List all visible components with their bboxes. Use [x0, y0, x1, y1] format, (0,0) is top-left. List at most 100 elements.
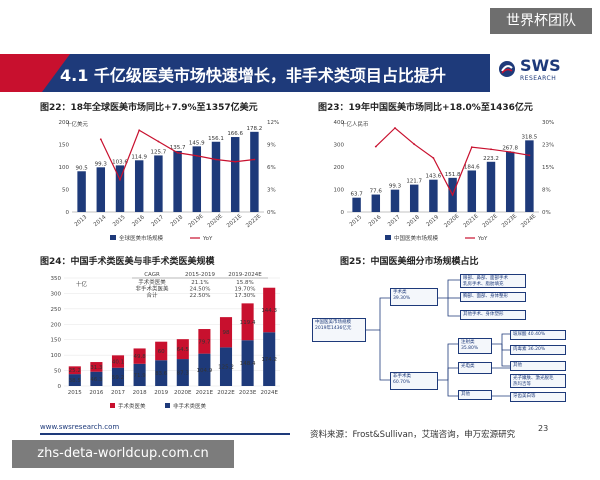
y2-tick-label: 15% — [542, 165, 554, 171]
bar-data-label: 151.8 — [445, 172, 461, 178]
cagr-cell: 19.70% — [235, 287, 256, 293]
bar — [486, 161, 496, 212]
bar-data-label: 143.6 — [426, 174, 442, 180]
bar-data-label: 178.2 — [247, 126, 263, 132]
y-tick-label: 0 — [341, 210, 345, 216]
y2-tick-label: 12% — [267, 120, 279, 126]
y2-tick-label: 8% — [542, 188, 551, 194]
bar — [429, 179, 438, 212]
fig23-chart: 十亿人民币 0 0% 100 8% 200 15% 300 23% 400 30% 63.7 2015 7… — [334, 120, 555, 242]
tree-photoelectric: 光电类 — [458, 362, 492, 374]
x-tick-label: 2013 — [74, 214, 89, 228]
x-tick-label: 2024E — [260, 390, 278, 396]
bar — [409, 184, 419, 212]
footer-divider — [40, 433, 290, 435]
bar-nonsurgical-label: 64.5 — [177, 347, 190, 353]
tree-surgical: 手术类 39.30% — [390, 288, 438, 306]
cagr-cell: 24.50% — [190, 287, 211, 293]
bar-surgical — [111, 367, 125, 386]
cagr-header: CAGR — [144, 272, 160, 278]
bar-data-label: 114.9 — [131, 154, 147, 160]
bar-data-label: 125.7 — [151, 149, 167, 155]
bar-data-label: 99.3 — [389, 184, 402, 190]
bar-surgical-label: 125.2 — [218, 365, 234, 371]
x-tick-label: 2021E — [196, 390, 214, 396]
x-tick-label: 2016 — [131, 214, 146, 228]
bar-nonsurgical-label: 119.4 — [240, 320, 256, 326]
footer-url[interactable]: www.swsresearch.com — [40, 423, 120, 431]
page-number: 23 — [538, 424, 549, 433]
bar-nonsurgical-label: 31.3 — [90, 365, 103, 371]
bar — [77, 171, 86, 212]
bar-surgical — [68, 374, 81, 386]
bar-surgical-label: 46.3 — [90, 377, 103, 383]
y-tick-label: 400 — [334, 120, 345, 126]
bar-nonsurgical — [90, 362, 103, 372]
bar-data-label: 121.7 — [406, 179, 422, 185]
y-tick-label: 0 — [66, 210, 70, 216]
tree-other: 其他 — [458, 390, 492, 400]
bar — [371, 194, 381, 212]
tree-hyaluronic: 玻尿酸 40.40% — [510, 330, 566, 340]
yoy-point — [195, 154, 198, 157]
bar-data-label: 184.6 — [464, 164, 480, 170]
x-tick-label: 2023E — [239, 390, 257, 396]
bar-nonsurgical — [155, 341, 168, 361]
fig24-chart: 十亿 0 50 100 150 200 250 300 350 38.5 25.2 2015 46.3 3… — [51, 272, 280, 410]
x-tick-label: 2020E — [207, 213, 225, 229]
cagr-header: 2015-2019 — [185, 272, 215, 278]
bar — [96, 167, 106, 212]
bar — [250, 131, 259, 212]
bar-surgical — [133, 363, 146, 386]
legend-line-label: YoY — [477, 236, 488, 242]
x-tick-label: 2022E — [245, 213, 263, 229]
bar-nonsurgical-label: 25.2 — [69, 368, 81, 374]
fig22-chart: 十亿美元 0 0% 50 3% 100 6% 150 9% 200 12% 90.5 2013 99.3 2… — [59, 120, 280, 242]
x-tick-label: 2024E — [520, 213, 538, 229]
x-tick-label: 2022E — [482, 213, 500, 229]
cagr-cell: 手术类医美 — [138, 278, 166, 286]
y-tick-label: 250 — [51, 307, 62, 313]
bar — [134, 160, 144, 212]
cagr-cell: 22.50% — [190, 293, 211, 299]
bar-nonsurgical-label: 79.7 — [198, 339, 211, 345]
x-tick-label: 2017 — [111, 390, 125, 396]
x-tick-label: 2017 — [387, 214, 402, 228]
bar-surgical-label: 148.4 — [240, 361, 256, 367]
y-tick-label: 50 — [62, 188, 69, 194]
logo-icon — [499, 61, 515, 77]
legend-bar-swatch — [110, 235, 116, 240]
cagr-cell: 合计 — [146, 291, 158, 299]
legend-bar-swatch — [385, 235, 391, 240]
tree-surgical-item-1: 眼部、鼻部、面部手术 乳房手术、脂肪填充 — [460, 274, 526, 288]
bar-data-label: 135.7 — [170, 145, 186, 151]
bar — [390, 189, 400, 212]
y-tick-label: 300 — [334, 143, 345, 149]
x-tick-label: 2021E — [226, 213, 244, 229]
bar — [154, 155, 163, 212]
legend-nonsurgical-swatch — [165, 403, 170, 408]
bar — [230, 137, 240, 212]
y-tick-label: 200 — [334, 165, 345, 171]
bar — [192, 146, 202, 212]
y-tick-label: 100 — [51, 353, 62, 359]
logo-text: SWS — [520, 56, 561, 75]
x-tick-label: 2021E — [463, 213, 481, 229]
bar-nonsurgical-label: 49.8 — [133, 354, 146, 360]
cagr-cell: 15.8% — [236, 280, 253, 286]
bar-nonsurgical — [263, 287, 276, 333]
tree-surgical-item-2: 胸部、面部、身体整形 — [460, 292, 526, 302]
tree-surgical-item-3: 其他手术、身体塑形 — [460, 310, 526, 320]
cagr-cell: 非手术类医美 — [135, 285, 169, 293]
y2-tick-label: 23% — [542, 143, 554, 149]
bar-data-label: 145.9 — [189, 140, 205, 146]
yoy-point — [234, 160, 237, 163]
y-tick-label: 50 — [54, 369, 61, 375]
yoy-point — [470, 146, 473, 149]
fig23-title: 图23：19年中国医美市场同比+18.0%至1436亿元 — [318, 103, 533, 113]
bar-nonsurgical-label: 144.3 — [261, 308, 277, 314]
bar-surgical — [241, 340, 254, 386]
bar-surgical — [90, 371, 103, 386]
bar-nonsurgical-label: 60 — [158, 349, 165, 355]
bar-surgical — [198, 353, 211, 386]
